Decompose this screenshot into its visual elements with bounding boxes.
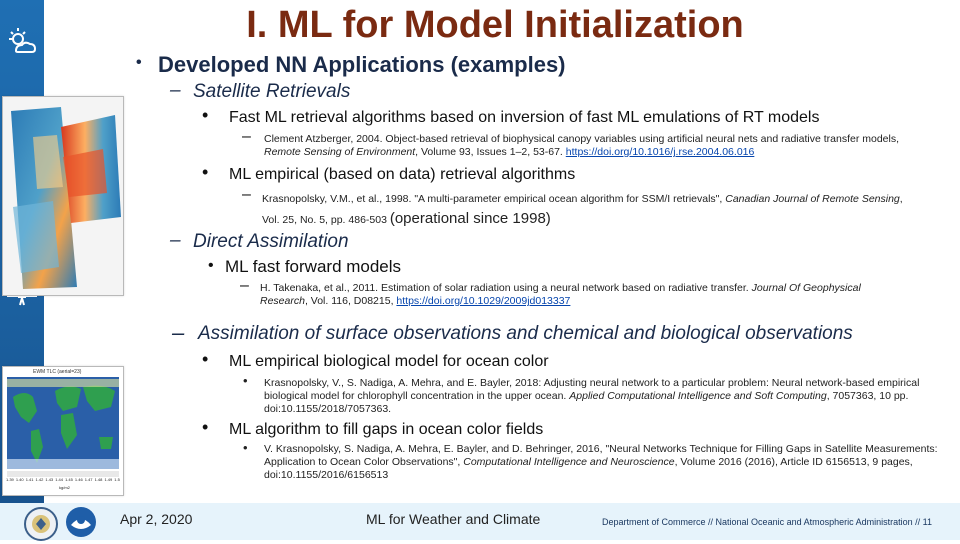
colorbar-tick: 1.48 <box>94 477 103 482</box>
ref-text: Krasnopolsky, V., S. Nadiga, A. Mehra, a… <box>264 377 920 402</box>
colorbar-tick: 1.49 <box>104 477 113 482</box>
item-ml-fast-forward: ML fast forward models <box>225 257 402 276</box>
subheading-direct-assimilation: Direct Assimilation <box>193 231 349 252</box>
dash: – <box>242 128 251 145</box>
colorbar-tick: 1.43 <box>45 477 54 482</box>
ref-text: , Volume 93, Issues 1–2, 53-67. <box>415 146 566 158</box>
satellite-swath-image <box>2 96 124 296</box>
ref-text: , Vol. 116, D08215, <box>304 295 397 307</box>
footer-department-page: Department of Commerce // National Ocean… <box>602 517 932 527</box>
bullet: • <box>243 373 248 388</box>
colorbar-tick: 1.40 <box>15 477 24 482</box>
dash: – <box>170 230 181 251</box>
subheading-satellite-retrievals: Satellite Retrievals <box>193 81 351 102</box>
footer-presentation-title: ML for Weather and Climate <box>366 511 541 527</box>
doi-link[interactable]: https://doi.org/10.1016/j.rse.2004.06.01… <box>565 146 755 158</box>
ref-text: Clement Atzberger, 2004. Object-based re… <box>264 133 900 145</box>
bullet: • <box>208 257 214 274</box>
sun-cloud-icon <box>9 28 37 53</box>
ref-journal: Applied Computational Intelligence and S… <box>569 390 827 402</box>
bullet: • <box>202 417 209 437</box>
heading-nn-applications: Developed NN Applications (examples) <box>158 52 566 77</box>
subheading-surface-observations: Assimilation of surface observations and… <box>198 323 853 344</box>
ref-text: , Vol. 25, No. 5, pp. 486-503 <box>262 193 903 226</box>
ref-journal: Computational Intelligence and Neuroscie… <box>463 456 675 468</box>
ocean-color-map <box>7 377 119 477</box>
footer: Apr 2, 2020 ML for Weather and Climate D… <box>0 503 960 541</box>
slide-title: I. ML for Model Initialization <box>246 4 744 46</box>
colorbar-tick: 1.44 <box>55 477 64 482</box>
ref-text: , Volume 2016 (2016), Article ID 6156513… <box>264 456 913 481</box>
dash: – <box>172 320 185 345</box>
ocean-color-map-image: EWM TLC (aerial=23) 1.39 1.40 1.41 1.42 … <box>2 366 124 496</box>
reference-krasnopolsky-2018: Krasnopolsky, V., S. Nadiga, A. Mehra, a… <box>264 377 940 416</box>
reference-krasnopolsky-1998: Krasnopolsky, V.M., et al., 1998. "A mul… <box>262 190 922 230</box>
ref-text: V. Krasnopolsky, S. Nadiga, A. Mehra, E.… <box>264 443 938 468</box>
reference-atzberger: Clement Atzberger, 2004. Object-based re… <box>264 133 924 159</box>
footer-date: Apr 2, 2020 <box>120 511 193 527</box>
map-caption: EWM TLC (aerial=23) <box>33 369 82 375</box>
reference-krasnopolsky-2016: V. Krasnopolsky, S. Nadiga, A. Mehra, E.… <box>264 443 944 482</box>
ref-text: H. Takenaka, et al., 2011. Estimation of… <box>260 282 752 294</box>
operational-note: (operational since 1998) <box>389 210 551 227</box>
item-ml-empirical-retrieval: ML empirical (based on data) retrieval a… <box>229 166 576 183</box>
reference-takenaka: H. Takenaka, et al., 2011. Estimation of… <box>260 282 900 308</box>
colorbar-tick: 1.45 <box>65 477 73 482</box>
ref-text: Krasnopolsky, V.M., et al., 1998. "A mul… <box>262 193 726 205</box>
ref-journal: Journal Of Geophysical Research <box>260 282 861 307</box>
satellite-swath-map <box>3 97 123 295</box>
dash: – <box>170 80 181 101</box>
colorbar-ticks: 1.39 1.40 1.41 1.42 1.43 1.44 1.45 1.46 … <box>6 477 120 482</box>
item-fast-ml-retrieval: Fast ML retrieval algorithms based on in… <box>229 109 820 126</box>
bullet: • <box>202 349 209 369</box>
colorbar-tick: 1.42 <box>35 477 44 482</box>
ref-text: , 7057363, 10 pp. doi:10.1155/2018/70573… <box>264 390 909 415</box>
bullet: • <box>202 105 209 125</box>
item-ml-fill-gaps: ML algorithm to fill gaps in ocean color… <box>229 421 544 438</box>
ref-journal: Remote Sensing of Environment <box>264 146 416 158</box>
commerce-seal-logo <box>24 507 58 541</box>
ref-journal: Canadian Journal of Remote Sensing <box>725 193 900 205</box>
colorbar-label: kg/m2 <box>59 485 70 490</box>
colorbar-tick: 1.41 <box>25 477 34 482</box>
bullet: • <box>202 162 209 182</box>
colorbar-tick: 1.46 <box>74 477 83 482</box>
doi-link[interactable]: https://doi.org/10.1029/2009jd013337 <box>396 295 571 307</box>
dash: – <box>242 186 251 203</box>
colorbar-tick: 1.5 <box>114 477 120 482</box>
bullet: • <box>243 440 248 455</box>
dash: – <box>240 277 249 294</box>
noaa-logo <box>66 507 96 537</box>
colorbar-tick: 1.47 <box>84 477 93 482</box>
item-ml-biological-model: ML empirical biological model for ocean … <box>229 353 549 370</box>
colorbar-tick: 1.39 <box>6 477 14 482</box>
bullet: • <box>136 54 142 71</box>
